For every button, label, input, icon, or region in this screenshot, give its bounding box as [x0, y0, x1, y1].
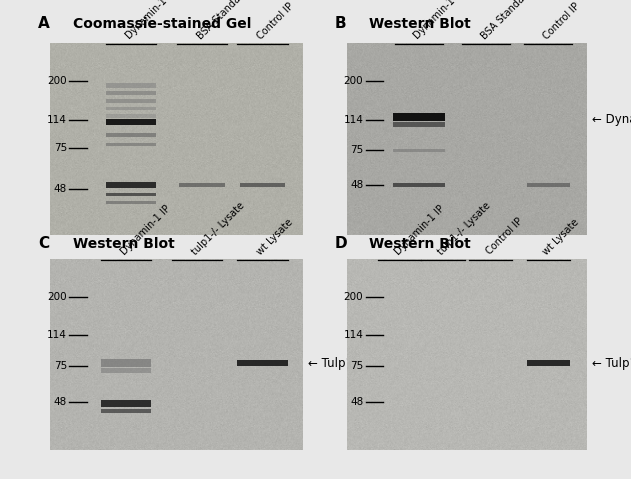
Bar: [106, 91, 156, 95]
Text: Control IP: Control IP: [484, 217, 524, 257]
Text: 75: 75: [350, 146, 363, 155]
Text: 114: 114: [343, 331, 363, 340]
Bar: [237, 360, 288, 366]
Bar: [106, 114, 156, 118]
Text: 114: 114: [47, 331, 67, 340]
Bar: [392, 183, 445, 187]
Bar: [106, 99, 156, 103]
Bar: [392, 122, 445, 127]
Bar: [392, 113, 445, 121]
Text: Western Blot: Western Blot: [369, 17, 471, 31]
Text: Control IP: Control IP: [541, 1, 582, 41]
Text: 48: 48: [350, 180, 363, 190]
Text: B: B: [334, 16, 346, 31]
Text: ← Tulp1: ← Tulp1: [308, 356, 353, 370]
Bar: [106, 83, 156, 88]
Text: BSA Standard: BSA Standard: [479, 0, 533, 41]
Bar: [240, 183, 285, 187]
Text: 200: 200: [344, 292, 363, 302]
Text: tulp1-/- Lysate: tulp1-/- Lysate: [190, 200, 246, 257]
Bar: [101, 409, 151, 413]
Text: wt Lysate: wt Lysate: [256, 217, 295, 257]
Text: C: C: [38, 237, 49, 251]
Text: Dynamin-1 IP: Dynamin-1 IP: [124, 0, 178, 41]
Text: 48: 48: [350, 398, 363, 407]
Text: Dynamin-1 IP: Dynamin-1 IP: [412, 0, 466, 41]
Bar: [179, 183, 225, 187]
Text: 200: 200: [344, 77, 363, 86]
Text: Coomassie-stained Gel: Coomassie-stained Gel: [73, 17, 251, 31]
Text: ← Tulp1: ← Tulp1: [592, 356, 631, 370]
Text: 114: 114: [343, 115, 363, 125]
Bar: [101, 368, 151, 374]
Text: 200: 200: [47, 292, 67, 302]
Text: Western Blot: Western Blot: [73, 238, 174, 251]
Bar: [101, 359, 151, 367]
Bar: [106, 119, 156, 125]
Text: Control IP: Control IP: [256, 1, 296, 41]
Text: 75: 75: [54, 144, 67, 153]
Text: Western Blot: Western Blot: [369, 238, 471, 251]
Bar: [106, 201, 156, 204]
Bar: [106, 182, 156, 188]
Text: tulp1-/- Lysate: tulp1-/- Lysate: [436, 200, 492, 257]
Bar: [106, 106, 156, 110]
Text: 75: 75: [54, 361, 67, 371]
Text: Dynamin-1 IP: Dynamin-1 IP: [392, 203, 446, 257]
Bar: [527, 360, 570, 366]
Bar: [106, 193, 156, 196]
Text: A: A: [38, 16, 50, 31]
Bar: [106, 133, 156, 137]
Text: 48: 48: [54, 184, 67, 194]
Text: 75: 75: [350, 361, 363, 371]
Bar: [101, 400, 151, 407]
Bar: [106, 143, 156, 146]
Text: BSA Standard: BSA Standard: [195, 0, 249, 41]
Text: wt Lysate: wt Lysate: [541, 217, 581, 257]
Text: 200: 200: [47, 77, 67, 86]
Text: 48: 48: [54, 398, 67, 407]
Bar: [392, 148, 445, 152]
Text: ← Dynamin-1: ← Dynamin-1: [592, 113, 631, 126]
Bar: [527, 183, 570, 187]
Text: 114: 114: [47, 115, 67, 125]
Text: Dynamin-1 IP: Dynamin-1 IP: [119, 203, 173, 257]
Text: D: D: [334, 237, 347, 251]
